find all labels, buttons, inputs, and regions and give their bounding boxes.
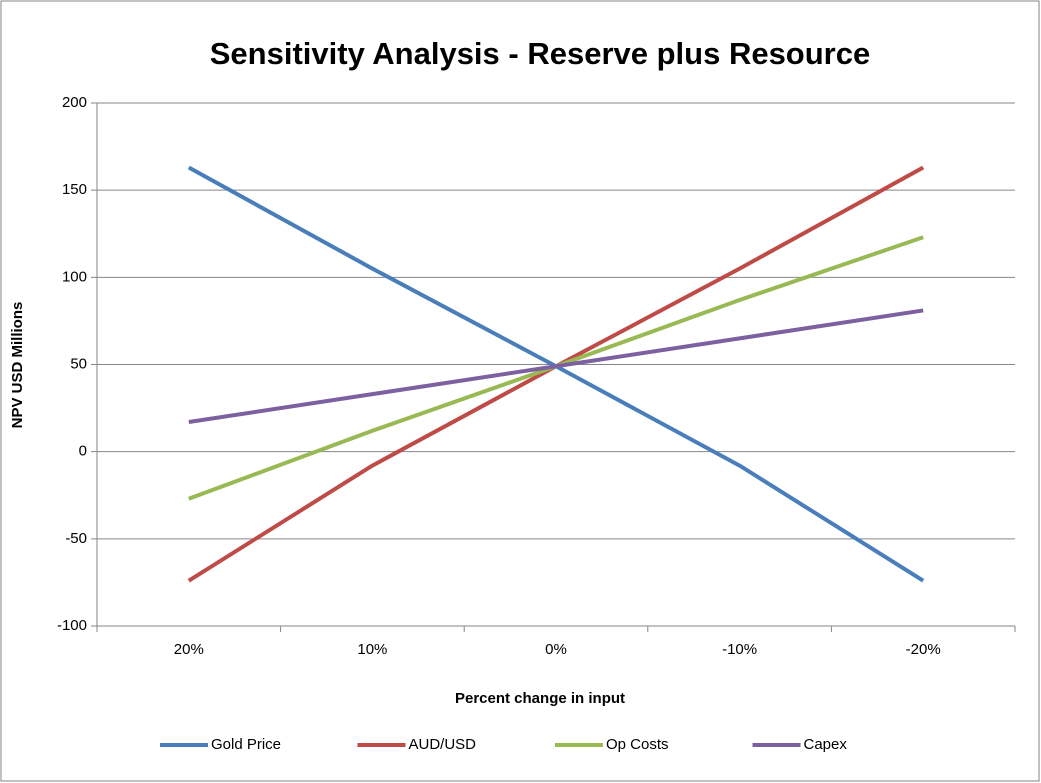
y-tick-label: 50 [70,355,87,372]
series-line [188,308,924,425]
x-tick-label: 0% [545,641,567,658]
legend-label: Gold Price [211,736,281,753]
y-tick-label: 0 [79,443,87,460]
y-tick-label: 150 [62,181,87,198]
x-tick-label: -10% [722,641,757,658]
x-axis-label: Percent change in input [455,690,625,707]
y-tick-label: 100 [62,268,87,285]
x-tick-label: 20% [174,641,204,658]
y-axis-label: NPV USD Millions [9,302,26,429]
y-tick-label: -50 [65,530,87,547]
legend-label: Capex [804,736,848,753]
y-tick-label: 200 [62,94,87,111]
legend-label: AUD/USD [409,736,477,753]
legend-label: Op Costs [606,736,669,753]
x-tick-label: 10% [357,641,387,658]
chart-title: Sensitivity Analysis - Reserve plus Reso… [210,36,870,71]
y-tick-label: -100 [57,617,87,634]
x-tick-label: -20% [906,641,941,658]
